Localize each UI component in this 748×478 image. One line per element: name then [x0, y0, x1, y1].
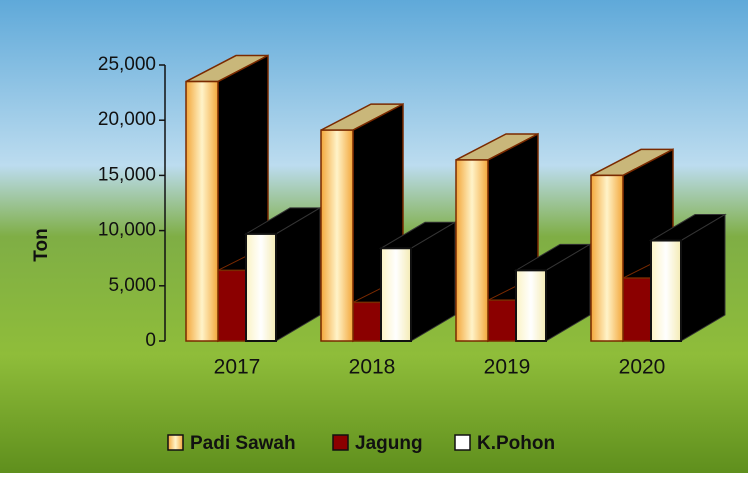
- bar: [320, 129, 354, 342]
- x-tick-label: 2018: [349, 356, 396, 379]
- legend-label: Jagung: [355, 433, 423, 454]
- y-axis-label: Ton: [31, 228, 52, 261]
- bar: [487, 299, 517, 342]
- bar: [380, 247, 412, 343]
- legend-label: K.Pohon: [477, 433, 555, 454]
- legend-marker: [167, 434, 184, 451]
- bar: [352, 301, 382, 342]
- bar: [622, 277, 652, 342]
- bar: [217, 269, 247, 342]
- bar: [650, 239, 682, 342]
- y-tick-label: 5,000: [108, 275, 156, 296]
- y-tick-label: 10,000: [98, 220, 156, 241]
- bar: [245, 232, 277, 342]
- bar: [590, 174, 624, 342]
- y-tick-label: 15,000: [98, 164, 156, 185]
- legend-marker: [332, 434, 349, 451]
- x-tick-label: 2017: [214, 356, 261, 379]
- x-tick-label: 2020: [619, 356, 666, 379]
- legend-label: Padi Sawah: [190, 433, 296, 454]
- y-tick-label: 20,000: [98, 109, 156, 130]
- bar: [455, 159, 489, 342]
- bar: [515, 269, 547, 342]
- x-tick-label: 2019: [484, 356, 531, 379]
- legend-marker: [454, 434, 471, 451]
- y-tick-label: 25,000: [98, 54, 156, 75]
- bar: [185, 80, 219, 342]
- y-tick-label: 0: [145, 330, 156, 351]
